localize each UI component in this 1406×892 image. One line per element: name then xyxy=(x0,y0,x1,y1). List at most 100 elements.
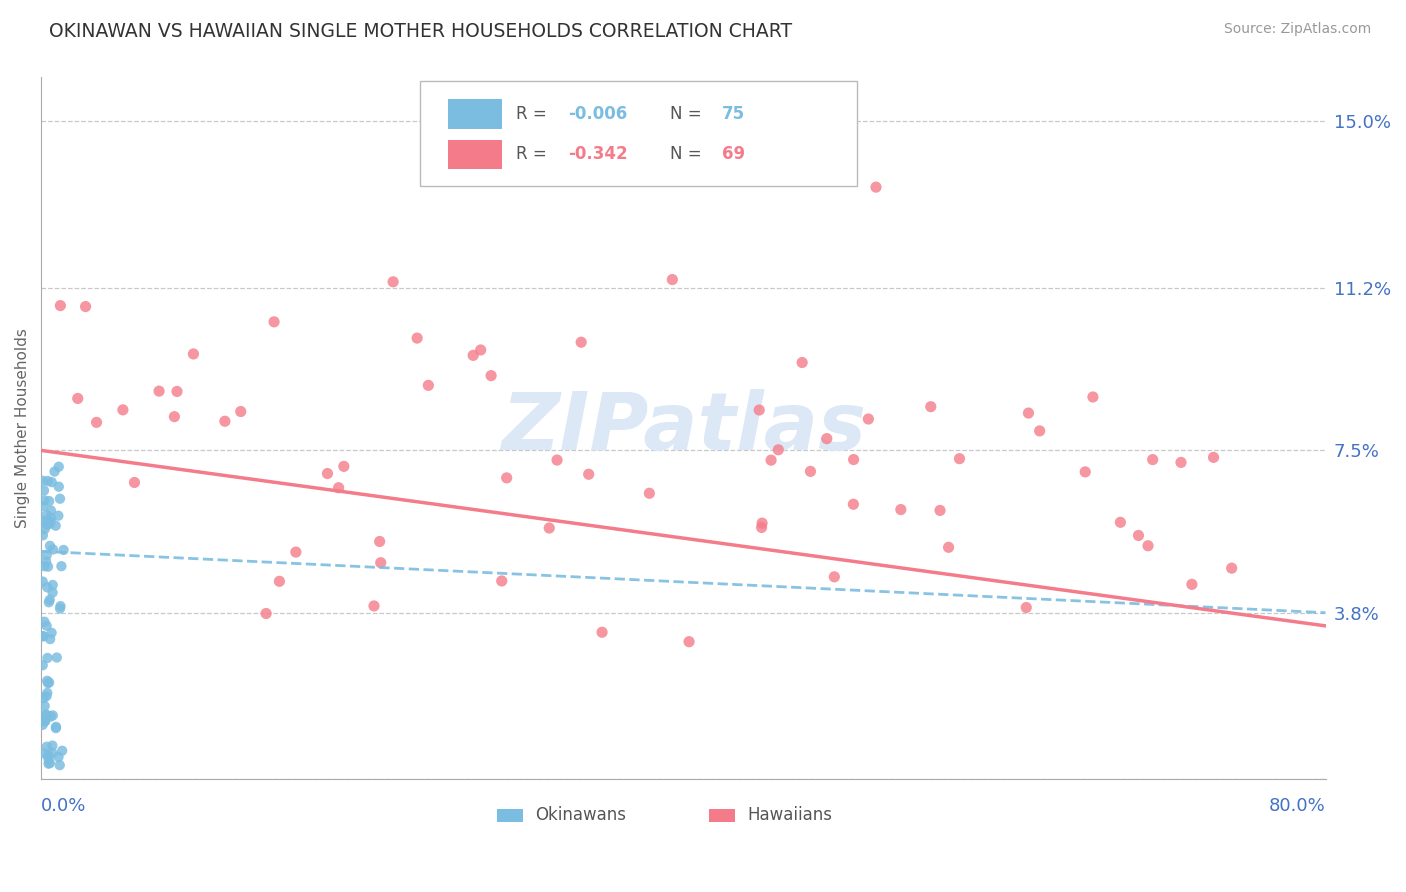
Point xyxy=(41,578,63,592)
Point xyxy=(768,442,790,457)
Point xyxy=(66,392,89,406)
FancyBboxPatch shape xyxy=(449,100,502,129)
Point xyxy=(418,378,440,392)
Text: Okinawans: Okinawans xyxy=(536,806,627,824)
Point xyxy=(32,747,55,761)
Point xyxy=(41,625,63,640)
Point xyxy=(35,555,58,569)
Point xyxy=(35,619,58,633)
Point xyxy=(34,559,56,574)
Point xyxy=(1170,455,1192,469)
Point xyxy=(569,335,592,350)
FancyBboxPatch shape xyxy=(449,140,502,169)
Point xyxy=(1202,450,1225,465)
Point xyxy=(214,414,236,428)
Text: R =: R = xyxy=(516,104,553,122)
Text: Hawaiians: Hawaiians xyxy=(748,806,832,824)
Point xyxy=(52,543,75,558)
Point xyxy=(799,464,821,478)
Point xyxy=(35,548,58,562)
Point xyxy=(1128,528,1150,542)
Point xyxy=(263,315,285,329)
Point xyxy=(37,686,59,700)
Point xyxy=(166,384,188,399)
FancyBboxPatch shape xyxy=(498,809,523,822)
Point xyxy=(51,744,73,758)
Text: 69: 69 xyxy=(721,145,745,162)
Point xyxy=(363,599,385,613)
Point xyxy=(751,516,773,530)
Point xyxy=(491,574,513,588)
Point xyxy=(538,521,561,535)
Point xyxy=(1109,516,1132,530)
Point xyxy=(38,756,60,770)
Point xyxy=(148,384,170,398)
Point xyxy=(37,748,59,763)
Point xyxy=(38,675,60,690)
Point xyxy=(1015,600,1038,615)
Point xyxy=(31,499,53,513)
Point xyxy=(463,348,485,362)
Point xyxy=(661,272,683,286)
Point xyxy=(678,634,700,648)
Point xyxy=(37,752,59,766)
Point xyxy=(38,756,60,771)
Point xyxy=(75,300,97,314)
Point xyxy=(1181,577,1204,591)
Point xyxy=(638,486,661,500)
Point xyxy=(34,493,56,508)
Point xyxy=(163,409,186,424)
Text: R =: R = xyxy=(516,145,553,162)
Point xyxy=(35,739,58,754)
Point xyxy=(479,368,502,383)
Point xyxy=(31,574,53,589)
Point xyxy=(920,400,942,414)
Point xyxy=(35,707,58,722)
Point xyxy=(37,651,59,665)
Point xyxy=(34,714,56,728)
Point xyxy=(495,471,517,485)
Point xyxy=(470,343,492,357)
Point xyxy=(34,522,56,536)
Point xyxy=(39,503,62,517)
Point xyxy=(948,451,970,466)
Point xyxy=(45,721,67,735)
Text: -0.342: -0.342 xyxy=(568,145,627,162)
Text: ZIPatlas: ZIPatlas xyxy=(501,390,866,467)
Point xyxy=(37,673,59,688)
Point xyxy=(1017,406,1039,420)
Point xyxy=(37,559,59,574)
Point xyxy=(759,453,782,467)
Point xyxy=(31,474,53,488)
Text: Source: ZipAtlas.com: Source: ZipAtlas.com xyxy=(1223,22,1371,37)
Point xyxy=(45,518,67,533)
Point xyxy=(382,275,405,289)
Point xyxy=(45,650,67,665)
Point xyxy=(45,720,67,734)
Point xyxy=(51,559,73,574)
Point xyxy=(32,528,55,542)
Point xyxy=(284,545,307,559)
Point xyxy=(35,707,58,722)
Point xyxy=(316,467,339,481)
Point xyxy=(37,474,59,488)
Point xyxy=(48,508,70,523)
Point xyxy=(35,508,58,523)
Point xyxy=(49,601,72,615)
Point xyxy=(1074,465,1097,479)
Point xyxy=(406,331,429,345)
Point xyxy=(39,709,62,723)
Point xyxy=(48,750,70,764)
Point xyxy=(578,467,600,482)
Point xyxy=(31,514,53,528)
Point xyxy=(39,539,62,553)
Point xyxy=(44,465,66,479)
Point xyxy=(865,180,887,194)
Point xyxy=(38,595,60,609)
Point xyxy=(48,758,70,772)
Text: N =: N = xyxy=(671,145,707,162)
Point xyxy=(34,714,56,729)
Y-axis label: Single Mother Households: Single Mother Households xyxy=(15,328,30,528)
Point xyxy=(34,698,56,713)
Text: OKINAWAN VS HAWAIIAN SINGLE MOTHER HOUSEHOLDS CORRELATION CHART: OKINAWAN VS HAWAIIAN SINGLE MOTHER HOUSE… xyxy=(49,22,793,41)
